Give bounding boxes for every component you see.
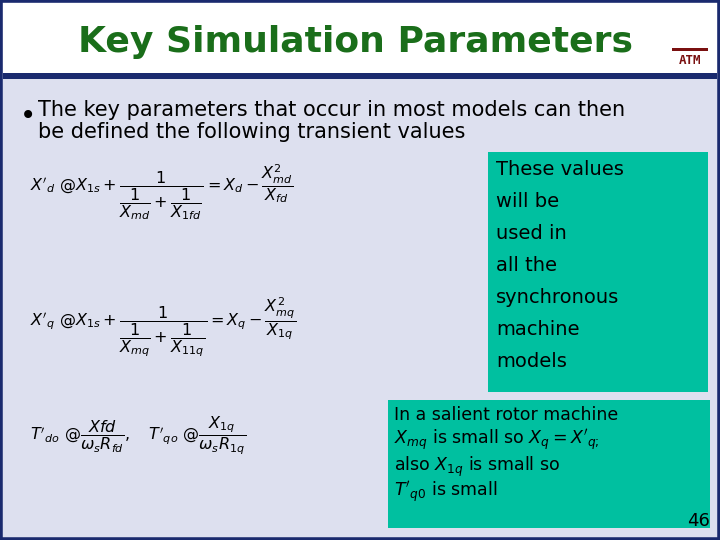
Text: $T'_{do}\ @\dfrac{Xfd}{\omega_s R_{fd}},\quad T'_{qo}\ @\dfrac{X_{1q}}{\omega_s : $T'_{do}\ @\dfrac{Xfd}{\omega_s R_{fd}},… <box>30 415 246 457</box>
Text: synchronous: synchronous <box>496 288 619 307</box>
Text: models: models <box>496 352 567 371</box>
Text: These values: These values <box>496 160 624 179</box>
Bar <box>672 48 708 51</box>
Text: be defined the following transient values: be defined the following transient value… <box>38 122 465 142</box>
Text: all the: all the <box>496 256 557 275</box>
Bar <box>3 79 717 537</box>
Bar <box>3 73 717 79</box>
Text: In a salient rotor machine: In a salient rotor machine <box>394 406 618 424</box>
Bar <box>488 152 708 392</box>
Text: $X'_d\ @X_{1s} + \dfrac{1}{\dfrac{1}{X_{md}} + \dfrac{1}{X_{1fd}}} = X_d - \dfra: $X'_d\ @X_{1s} + \dfrac{1}{\dfrac{1}{X_{… <box>30 162 293 222</box>
Bar <box>388 400 710 528</box>
Text: will be: will be <box>496 192 559 211</box>
Text: •: • <box>20 102 36 130</box>
Text: $X_{mq}$ is small so $X_q = X'_{q;}$: $X_{mq}$ is small so $X_q = X'_{q;}$ <box>394 428 600 453</box>
Text: ATM: ATM <box>679 53 701 66</box>
Text: 46: 46 <box>687 512 710 530</box>
Text: The key parameters that occur in most models can then: The key parameters that occur in most mo… <box>38 100 625 120</box>
Text: $X'_q\ @X_{1s} + \dfrac{1}{\dfrac{1}{X_{mq}} + \dfrac{1}{X_{11q}}} = X_q - \dfra: $X'_q\ @X_{1s} + \dfrac{1}{\dfrac{1}{X_{… <box>30 295 297 359</box>
Text: Key Simulation Parameters: Key Simulation Parameters <box>78 25 632 59</box>
Text: $T'_{q0}$ is small: $T'_{q0}$ is small <box>394 480 498 505</box>
Text: also $X_{1q}$ is small so: also $X_{1q}$ is small so <box>394 455 560 479</box>
Bar <box>3 3 717 75</box>
Text: machine: machine <box>496 320 580 339</box>
Text: used in: used in <box>496 224 567 243</box>
